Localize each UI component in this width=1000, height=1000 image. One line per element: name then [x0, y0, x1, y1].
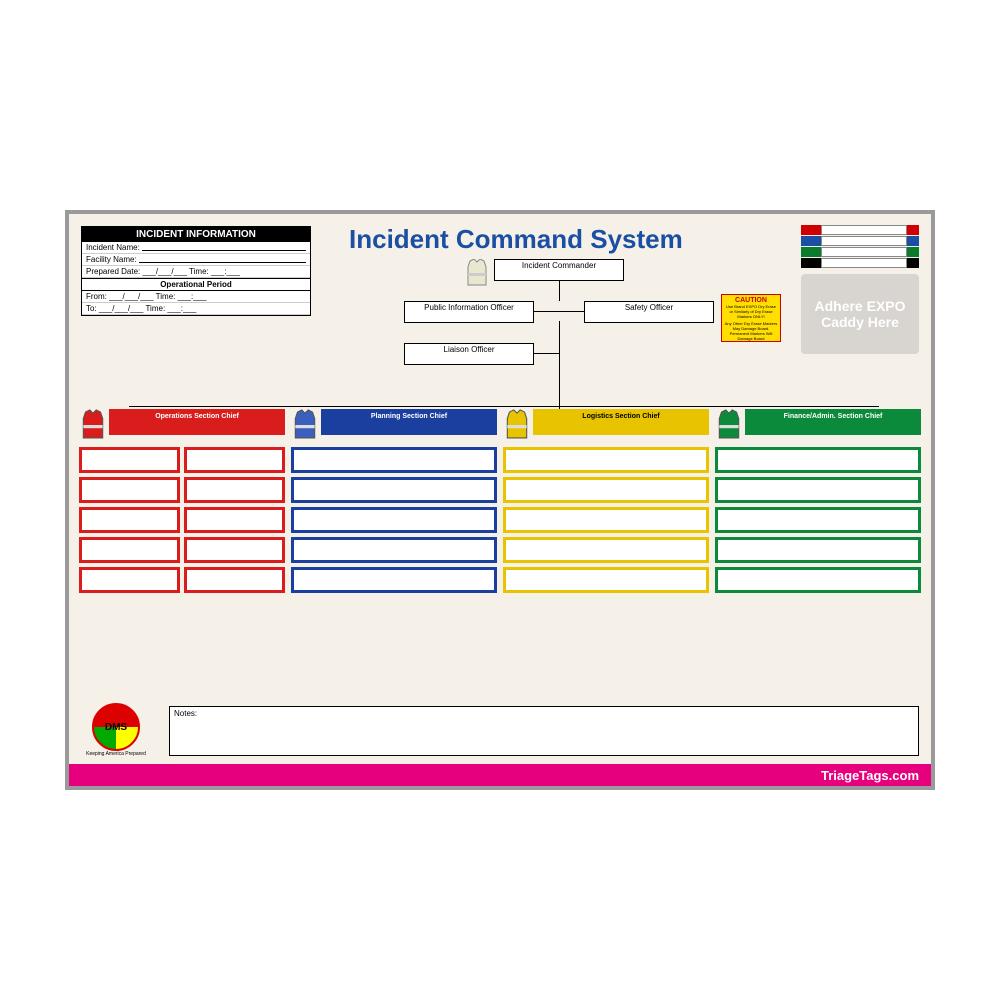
section-chief-box[interactable]: Logistics Section Chief	[533, 409, 709, 435]
footer-bar: TriageTags.com	[69, 764, 931, 786]
vest-icon	[464, 259, 490, 287]
footer-url: TriageTags.com	[821, 768, 919, 783]
org-slot[interactable]	[79, 447, 180, 473]
org-slot[interactable]	[184, 537, 285, 563]
incident-commander-box[interactable]: Incident Commander	[494, 259, 624, 281]
dms-logo: DMS Keeping America Prepared	[81, 703, 151, 758]
marker-icon	[801, 258, 919, 268]
command-staff-tree: Incident Commander Public Information Of…	[359, 259, 739, 409]
org-slot[interactable]	[503, 507, 709, 533]
marker-icon	[801, 236, 919, 246]
sub-boxes	[715, 447, 921, 593]
org-slot[interactable]	[79, 567, 180, 593]
org-slot[interactable]	[291, 477, 497, 503]
org-slot[interactable]	[184, 447, 285, 473]
org-slot[interactable]	[715, 477, 921, 503]
sub-boxes	[503, 447, 709, 593]
org-slot[interactable]	[715, 447, 921, 473]
expo-markers	[801, 224, 919, 274]
liaison-officer-box[interactable]: Liaison Officer	[404, 343, 534, 365]
connector-line	[129, 406, 879, 407]
caution-label: CAUTION Use Brand EXPO Dry Erase or Simi…	[721, 294, 781, 342]
org-slot[interactable]	[715, 567, 921, 593]
info-row: Facility Name:	[82, 254, 310, 266]
ics-board: Incident Command System INCIDENT INFORMA…	[65, 210, 935, 790]
vest-icon	[715, 409, 743, 441]
incident-info-box[interactable]: INCIDENT INFORMATION Incident Name: Faci…	[81, 226, 311, 316]
org-slot[interactable]	[715, 537, 921, 563]
expo-caddy-area: Adhere EXPO Caddy Here	[801, 274, 919, 354]
org-slot[interactable]	[79, 477, 180, 503]
operational-period-header: Operational Period	[82, 278, 310, 291]
info-row: From: ___/___/___ Time: ___:___	[82, 291, 310, 303]
org-slot[interactable]	[503, 477, 709, 503]
info-header: INCIDENT INFORMATION	[82, 227, 310, 242]
section-chief-box[interactable]: Planning Section Chief	[321, 409, 497, 435]
section-chief-box[interactable]: Operations Section Chief	[109, 409, 285, 435]
connector-line	[559, 364, 560, 406]
sub-boxes	[291, 447, 497, 593]
org-slot[interactable]	[503, 447, 709, 473]
section-column: Finance/Admin. Section Chief	[715, 409, 921, 597]
org-slot[interactable]	[291, 537, 497, 563]
vest-icon	[79, 409, 107, 441]
section-chief-box[interactable]: Finance/Admin. Section Chief	[745, 409, 921, 435]
org-slot[interactable]	[79, 537, 180, 563]
vest-icon	[291, 409, 319, 441]
org-slot[interactable]	[79, 507, 180, 533]
sections-row: Operations Section Chief Planning Sectio…	[79, 409, 921, 597]
main-title: Incident Command System	[349, 224, 683, 255]
pio-box[interactable]: Public Information Officer	[404, 301, 534, 323]
safety-officer-box[interactable]: Safety Officer	[584, 301, 714, 323]
org-slot[interactable]	[291, 507, 497, 533]
org-slot[interactable]	[184, 567, 285, 593]
org-slot[interactable]	[291, 567, 497, 593]
section-column: Planning Section Chief	[291, 409, 497, 597]
info-row: Incident Name:	[82, 242, 310, 254]
org-slot[interactable]	[291, 447, 497, 473]
marker-icon	[801, 225, 919, 235]
section-column: Logistics Section Chief	[503, 409, 709, 597]
notes-area[interactable]: Notes:	[169, 706, 919, 756]
section-column: Operations Section Chief	[79, 409, 285, 597]
info-row: Prepared Date: ___/___/___ Time: ___:___	[82, 266, 310, 278]
vest-icon	[503, 409, 531, 441]
info-row: To: ___/___/___ Time: ___:___	[82, 303, 310, 315]
org-slot[interactable]	[503, 537, 709, 563]
org-slot[interactable]	[503, 567, 709, 593]
org-slot[interactable]	[715, 507, 921, 533]
marker-icon	[801, 247, 919, 257]
notes-label: Notes:	[174, 709, 197, 718]
sub-boxes	[79, 447, 285, 593]
org-slot[interactable]	[184, 507, 285, 533]
org-slot[interactable]	[184, 477, 285, 503]
